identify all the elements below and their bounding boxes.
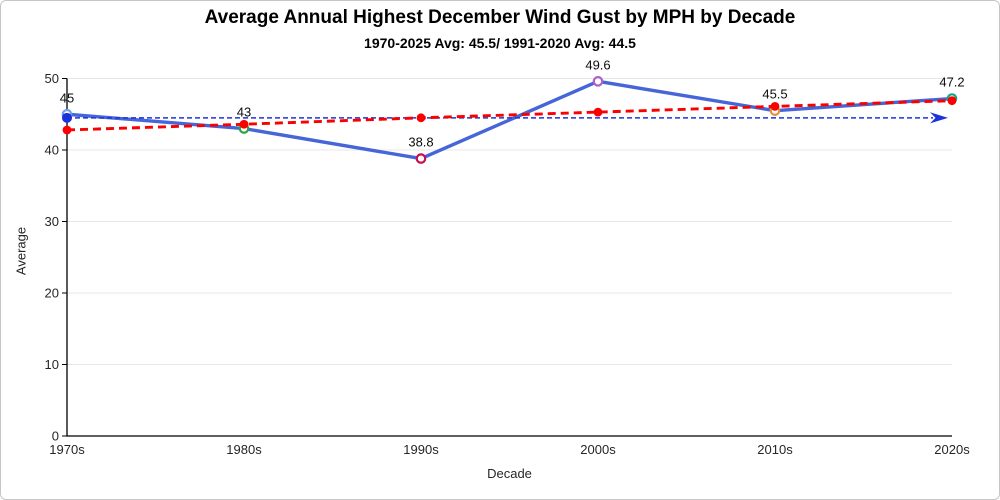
chart-subtitle: 1970-2025 Avg: 45.5/ 1991-2020 Avg: 44.5 [364,35,636,51]
trend-marker [593,107,603,117]
trend-marker [770,101,780,111]
trend-line [66,99,953,132]
data-point-marker [592,76,604,87]
chart-title: Average Annual Highest December Wind Gus… [204,7,796,28]
y-tick-label: 0 [52,429,59,444]
main-series-line [65,79,954,161]
trend-marker [416,113,426,123]
y-tick-label: 40 [45,143,59,158]
trend-marker [62,125,72,135]
x-tick-label: 1970s [49,442,85,457]
x-tick-label: 1980s [226,442,262,457]
y-tick-label: 10 [45,357,59,372]
y-axis-label: Average [13,226,29,276]
data-label: 38.8 [408,135,433,150]
data-label: 45 [60,90,74,105]
x-tick-label: 1990s [403,442,439,457]
data-label: 47.2 [939,75,964,90]
y-tick-label: 50 [45,71,59,86]
data-label: 43 [237,105,251,120]
data-label: 45.5 [762,87,787,102]
x-tick-label: 2020s [934,442,970,457]
reference-line-start-dot [62,112,72,123]
x-tick-label: 2000s [580,442,616,457]
data-point-marker [415,153,427,164]
trend-marker [947,96,957,106]
trend-marker [239,119,249,129]
y-tick-label: 30 [45,214,59,229]
arrowhead-icon [930,112,948,124]
data-label: 49.6 [585,57,610,72]
x-axis-label: Decade [487,466,532,481]
x-tick-label: 2010s [757,442,793,457]
y-tick-label: 20 [45,286,59,301]
